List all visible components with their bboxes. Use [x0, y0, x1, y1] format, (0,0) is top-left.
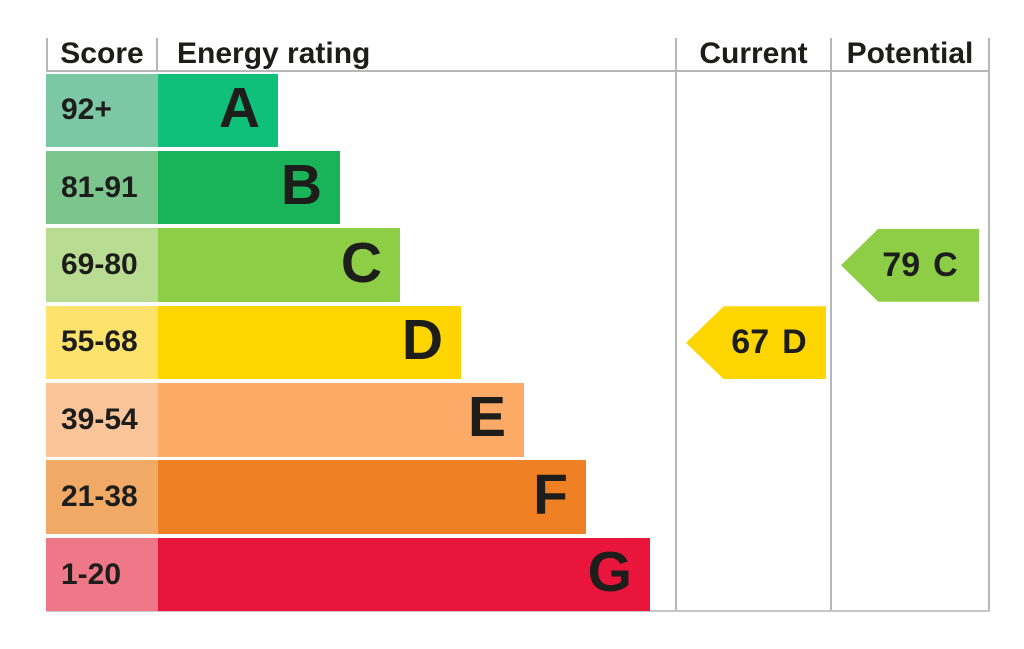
current-column: 67 D	[675, 72, 830, 610]
potential-score-value: 79	[882, 245, 921, 284]
current-column-header: Current	[675, 38, 830, 70]
current-rating-arrow: 67 D	[686, 306, 826, 380]
chart-header-row: Score Energy rating Current Potential	[46, 38, 990, 72]
band-row-a: 92+ A	[46, 73, 675, 147]
band-row-d: 55-68 D	[46, 305, 675, 380]
band-score-range: 21-38	[46, 460, 158, 534]
band-bar-g: G	[158, 537, 650, 612]
band-bar-c: C	[158, 228, 400, 302]
band-score-range: 39-54	[46, 383, 158, 457]
band-score-range: 69-80	[46, 228, 158, 302]
band-letter: B	[280, 153, 322, 218]
band-letter: C	[340, 230, 382, 295]
potential-rating-arrow: 79 C	[841, 228, 979, 302]
band-row-g: 1-20 G	[46, 537, 675, 612]
band-score-range: 55-68	[46, 305, 158, 380]
score-column-header: Score	[46, 38, 158, 70]
potential-column-header: Potential	[830, 38, 990, 70]
band-letter: E	[467, 385, 506, 450]
current-band-letter: D	[782, 323, 807, 362]
band-bar-a: A	[158, 73, 278, 147]
band-row-b: 81-91 B	[46, 150, 675, 225]
current-score-value: 67	[731, 323, 770, 362]
band-letter: A	[218, 75, 260, 140]
chart-body: 92+ A 81-91 B 69-80 C 55-68 D	[46, 72, 990, 612]
band-row-c: 69-80 C	[46, 228, 675, 302]
band-row-e: 39-54 E	[46, 383, 675, 457]
band-bar-e: E	[158, 383, 524, 457]
band-bar-b: B	[158, 150, 340, 225]
potential-column: 79 C	[830, 72, 990, 610]
rating-bands: 92+ A 81-91 B 69-80 C 55-68 D	[46, 73, 675, 612]
band-score-range: 92+	[46, 73, 158, 147]
band-score-range: 1-20	[46, 537, 158, 612]
epc-energy-rating-chart: Score Energy rating Current Potential 92…	[46, 38, 990, 612]
energy-rating-column-header: Energy rating	[177, 37, 371, 70]
band-letter: G	[587, 540, 632, 605]
potential-band-letter: C	[933, 245, 958, 284]
band-bar-d: D	[158, 305, 461, 380]
band-letter: F	[533, 462, 568, 527]
band-score-range: 81-91	[46, 150, 158, 225]
band-letter: D	[401, 307, 443, 372]
band-bar-f: F	[158, 460, 586, 534]
band-row-f: 21-38 F	[46, 460, 675, 534]
